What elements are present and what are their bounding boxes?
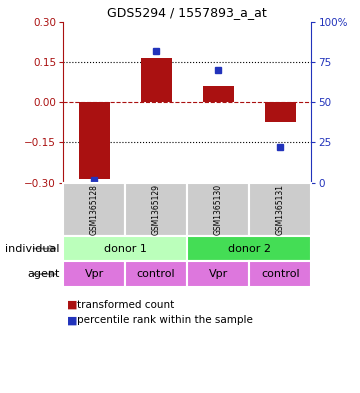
Text: ■: ■ [67, 315, 77, 325]
Bar [141, 58, 172, 102]
Bar [187, 236, 311, 261]
Bar [203, 86, 234, 102]
Bar [249, 261, 311, 287]
Bar [78, 102, 109, 179]
Bar [63, 261, 125, 287]
Text: control: control [261, 269, 300, 279]
Bar [187, 183, 249, 236]
Text: Vpr: Vpr [85, 269, 104, 279]
Title: GDS5294 / 1557893_a_at: GDS5294 / 1557893_a_at [107, 6, 267, 19]
Bar [125, 183, 187, 236]
Text: individual: individual [5, 244, 59, 253]
Text: percentile rank within the sample: percentile rank within the sample [77, 315, 253, 325]
Text: agent: agent [27, 269, 59, 279]
Text: control: control [137, 269, 175, 279]
Text: transformed count: transformed count [77, 299, 175, 310]
Text: Vpr: Vpr [209, 269, 228, 279]
Bar [63, 236, 187, 261]
Text: donor 2: donor 2 [228, 244, 271, 253]
Text: GSM1365130: GSM1365130 [214, 184, 223, 235]
Text: donor 1: donor 1 [104, 244, 147, 253]
Bar [249, 183, 311, 236]
Bar [63, 183, 125, 236]
Text: GSM1365129: GSM1365129 [152, 184, 161, 235]
Text: ■: ■ [67, 299, 77, 310]
Bar [125, 261, 187, 287]
Text: GSM1365128: GSM1365128 [90, 184, 99, 235]
Bar [265, 102, 296, 122]
Text: GSM1365131: GSM1365131 [276, 184, 285, 235]
Bar [187, 261, 249, 287]
